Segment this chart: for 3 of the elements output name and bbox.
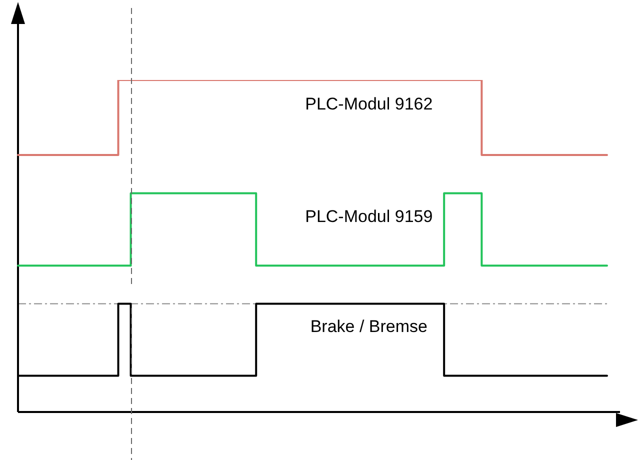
series-label: Brake / Bremse bbox=[310, 317, 428, 336]
series-label: PLC-Modul 9159 bbox=[305, 206, 433, 226]
series-label: PLC-Modul 9162 bbox=[305, 94, 433, 114]
